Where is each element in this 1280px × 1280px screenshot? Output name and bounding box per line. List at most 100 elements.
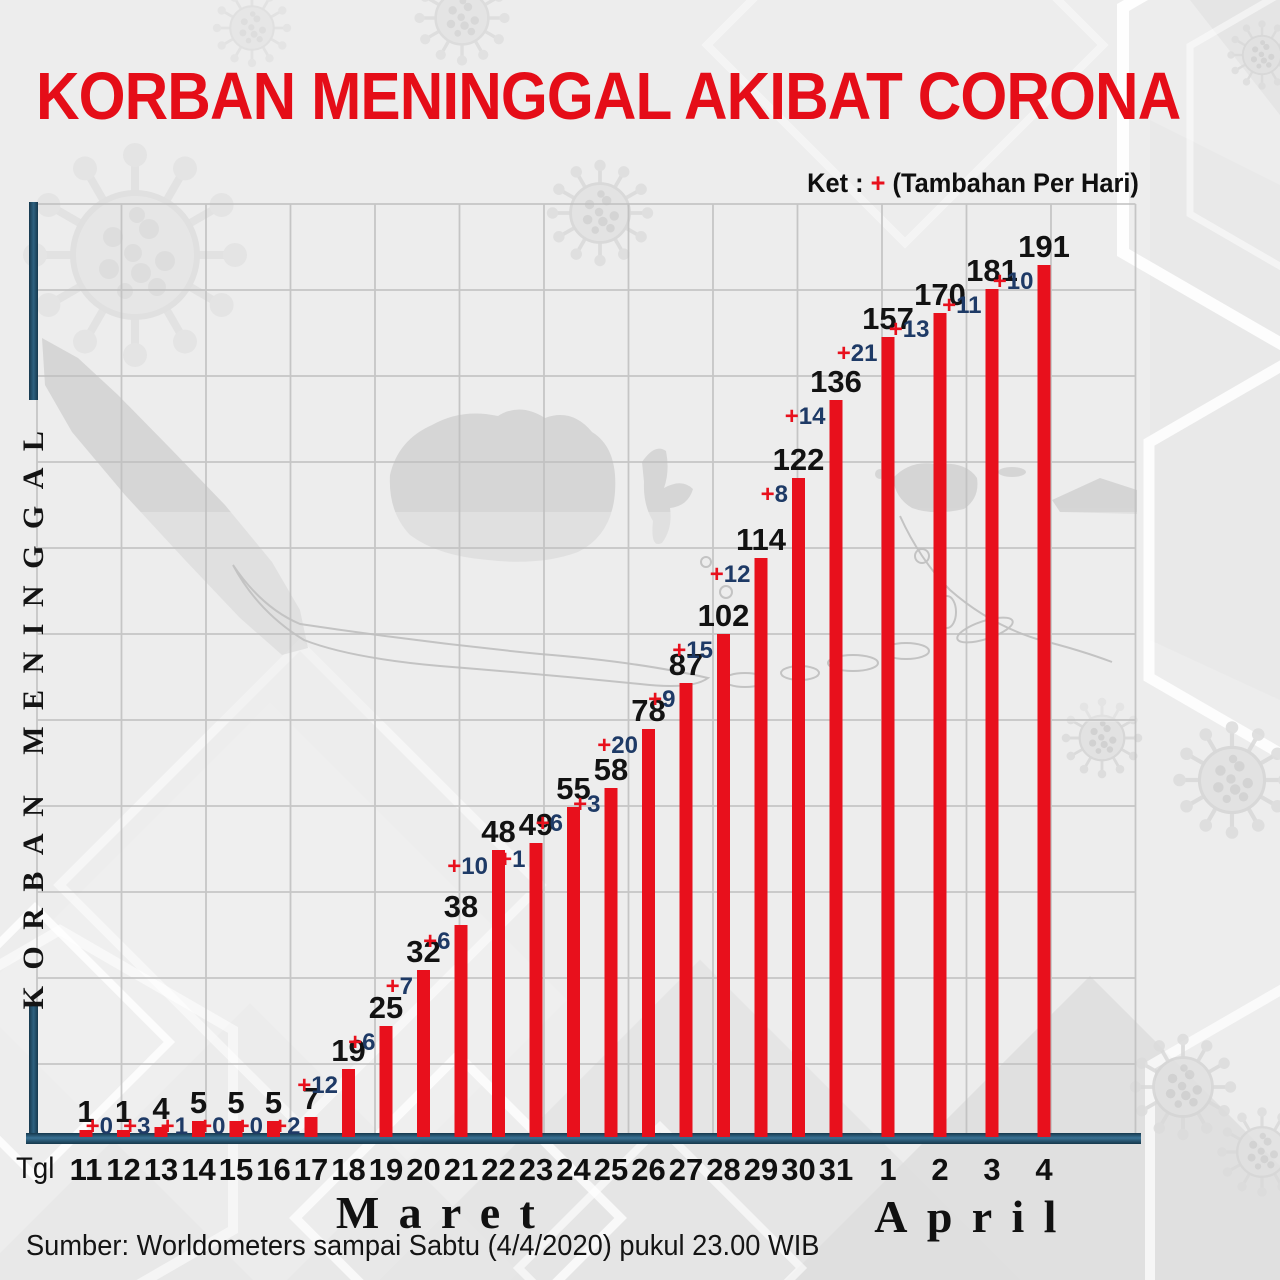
bar-value-label: 7 (302, 1081, 319, 1116)
bar-april-3 (985, 289, 999, 1137)
page-title: KORBAN MENINGGAL AKIBAT CORONA (36, 59, 1181, 134)
y-axis-line-bottom (29, 1006, 38, 1144)
y-axis-label: KORBAN MENINGGAL (17, 414, 50, 1010)
date-label-maret-25: 25 (594, 1152, 628, 1187)
source-note: Sumber: Worldometers sampai Sabtu (4/4/2… (26, 1230, 820, 1262)
date-label-maret-22: 22 (481, 1152, 515, 1187)
daily-increase-label: +1 (161, 1113, 188, 1140)
bar-maret-21 (454, 925, 468, 1137)
plus-symbol: + (870, 168, 886, 198)
daily-increase-label: +21 (837, 340, 878, 367)
month-label-maret: Maret (335, 1187, 555, 1238)
date-label-maret-16: 16 (256, 1152, 290, 1187)
bar-april-4 (1037, 265, 1051, 1137)
daily-increase-label: +12 (710, 561, 751, 588)
date-label-april-4: 4 (1035, 1152, 1053, 1187)
daily-increase-label: +10 (447, 853, 488, 880)
x-axis-tgl-label: Tgl (16, 1152, 55, 1185)
daily-increase-label: +6 (423, 928, 450, 955)
bar-maret-28 (717, 634, 730, 1137)
date-label-maret-23: 23 (519, 1152, 553, 1187)
date-label-april-2: 2 (931, 1152, 948, 1187)
daily-increase-label: +8 (761, 481, 788, 508)
date-label-april-1: 1 (879, 1152, 896, 1187)
date-label-maret-24: 24 (556, 1152, 591, 1187)
date-label-maret-26: 26 (631, 1152, 665, 1187)
bar-maret-27 (679, 683, 693, 1137)
daily-increase-label: +6 (536, 810, 563, 837)
bar-value-label: 122 (773, 442, 825, 477)
legend-note: Ket : + (Tambahan Per Hari) (807, 168, 1139, 199)
bar-maret-24 (567, 807, 580, 1137)
bars (79, 265, 1051, 1137)
bar-maret-19 (379, 1026, 393, 1137)
bar-maret-26 (642, 729, 655, 1137)
bar-april-1 (881, 337, 895, 1137)
date-label-maret-27: 27 (669, 1152, 703, 1187)
bar-maret-16 (267, 1121, 280, 1137)
month-label-april: April (874, 1191, 1076, 1242)
bar-april-2 (933, 313, 947, 1137)
bar-maret-18 (342, 1069, 355, 1137)
daily-increase-label: +7 (386, 973, 413, 1000)
date-label-maret-11: 11 (70, 1152, 103, 1187)
daily-increase-label: +3 (123, 1113, 150, 1140)
bar-maret-14 (192, 1121, 205, 1137)
bar-value-label: 58 (594, 752, 628, 787)
x-axis-line (26, 1133, 1141, 1144)
daily-increase-label: +0 (86, 1113, 113, 1140)
daily-increase-label: +6 (348, 1029, 375, 1056)
bar-maret-17 (304, 1117, 318, 1137)
bar-value-label: 87 (669, 647, 703, 682)
daily-increase-label: +2 (273, 1113, 300, 1140)
bar-value-label: 1 (77, 1094, 94, 1129)
indonesia-map (37, 338, 1137, 722)
bar-maret-29 (754, 558, 768, 1137)
date-label-maret-13: 13 (144, 1152, 178, 1187)
date-label-maret-21: 21 (444, 1152, 478, 1187)
date-label-maret-17: 17 (294, 1152, 328, 1187)
daily-increase-label: +3 (573, 791, 600, 818)
daily-increase-label: +15 (672, 637, 713, 664)
bar-labels: 1111+0124+3135+1145+0155+0167+21719+1218… (70, 229, 1070, 1187)
bar-value-label: 114 (736, 522, 787, 557)
bar-value-label: 5 (265, 1085, 282, 1120)
bar-value-label: 55 (556, 771, 590, 806)
bar-value-label: 5 (227, 1085, 244, 1120)
date-label-maret-14: 14 (181, 1152, 216, 1187)
bar-value-label: 181 (966, 253, 1018, 288)
bar-maret-22 (492, 850, 505, 1137)
bar-value-label: 78 (631, 693, 665, 728)
daily-increase-label: +0 (198, 1113, 225, 1140)
bar-maret-13 (154, 1127, 168, 1137)
daily-increase-label: +12 (297, 1072, 338, 1099)
date-label-maret-31: 31 (819, 1152, 853, 1187)
legend-prefix: Ket : (807, 168, 871, 198)
daily-increase-label: +13 (889, 316, 930, 343)
bar-value-label: 38 (444, 889, 478, 924)
bar-value-label: 5 (190, 1085, 207, 1120)
bar-maret-30 (792, 478, 805, 1137)
bar-maret-15 (229, 1121, 243, 1137)
bar-value-label: 1 (115, 1094, 132, 1129)
bar-maret-12 (117, 1130, 130, 1137)
date-label-maret-29: 29 (744, 1152, 778, 1187)
bar-value-label: 157 (862, 301, 914, 336)
date-label-maret-28: 28 (706, 1152, 740, 1187)
date-label-maret-18: 18 (331, 1152, 365, 1187)
legend-suffix: (Tambahan Per Hari) (885, 168, 1139, 198)
daily-increase-label: +10 (993, 268, 1034, 295)
bar-value-label: 191 (1018, 229, 1070, 264)
bar-value-label: 170 (914, 277, 966, 312)
bar-value-label: 4 (152, 1091, 170, 1126)
date-label-maret-30: 30 (781, 1152, 815, 1187)
bar-maret-20 (417, 970, 430, 1137)
bar-value-label: 136 (810, 364, 862, 399)
bar-value-label: 32 (406, 934, 440, 969)
axes (26, 202, 1141, 1144)
y-axis-line-top (29, 202, 38, 400)
bar-value-label: 25 (369, 990, 403, 1025)
daily-increase-label: +0 (236, 1113, 263, 1140)
